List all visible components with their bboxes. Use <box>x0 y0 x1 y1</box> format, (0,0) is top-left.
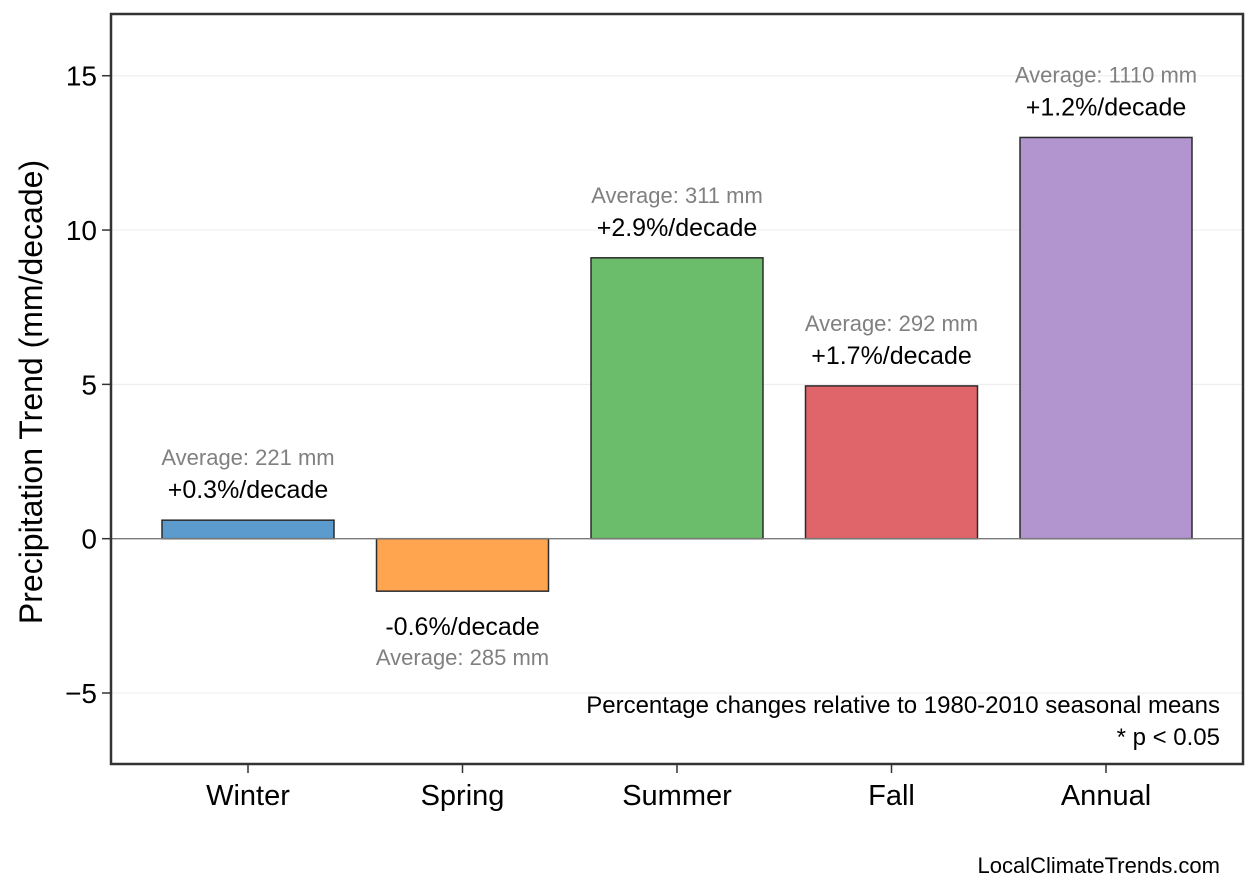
bars <box>161 136 1193 592</box>
y-tick-label: 10 <box>66 215 97 246</box>
bar-labels: +0.3%/decade Average: 221 mm -0.6%/decade A… <box>161 62 1197 670</box>
percent-label: -0.6%/decade <box>385 613 539 641</box>
note-line-2: * p < 0.05 <box>1117 724 1220 751</box>
note-line-1: Percentage changes relative to 1980-2010… <box>586 692 1220 719</box>
y-axis-label: Precipitation Trend (mm/decade) <box>13 160 49 624</box>
bar-summer <box>590 257 764 540</box>
y-tick-label: 15 <box>66 61 97 92</box>
average-label: Average: 1110 mm <box>1015 62 1197 87</box>
y-tick-label: −5 <box>65 678 97 709</box>
x-tick-label: Fall <box>868 780 915 812</box>
plot-frame <box>109 12 1245 766</box>
y-tick-label: 0 <box>81 524 97 555</box>
average-label: Average: 285 mm <box>376 645 549 670</box>
x-tick-label: Spring <box>421 780 505 812</box>
average-label: Average: 221 mm <box>161 445 334 470</box>
axes: −5 0 5 10 15 Winter Spring Summer Fall Annual <box>65 12 1245 812</box>
site-credit: LocalClimateTrends.com <box>978 853 1221 878</box>
percent-label: +1.7%/decade <box>811 342 972 370</box>
bar-annual <box>1019 136 1193 540</box>
x-tick-label: Summer <box>622 780 732 812</box>
percent-label: +2.9%/decade <box>597 214 758 242</box>
x-tick-label: Annual <box>1061 780 1151 812</box>
bar-winter <box>161 519 335 540</box>
bar-fall <box>804 385 979 540</box>
x-tick-label: Winter <box>206 780 290 812</box>
percent-label: +0.3%/decade <box>168 476 329 504</box>
average-label: Average: 311 mm <box>591 183 763 208</box>
average-label: Average: 292 mm <box>805 311 978 336</box>
percent-label: +1.2%/decade <box>1026 93 1187 121</box>
bar-spring <box>375 537 550 592</box>
y-tick-label: 5 <box>81 369 97 400</box>
